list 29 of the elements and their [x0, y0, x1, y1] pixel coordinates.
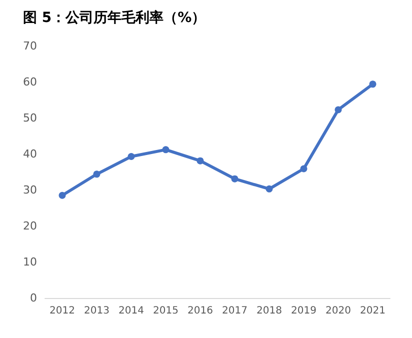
x-tick-label: 2017 — [222, 306, 248, 316]
x-tick-label: 2015 — [153, 306, 178, 316]
y-tick-label: 20 — [23, 220, 37, 232]
x-tick-label: 2014 — [118, 306, 144, 316]
y-tick-label: 10 — [23, 256, 37, 268]
y-tick-label: 40 — [23, 148, 37, 160]
x-tick-label: 2018 — [256, 306, 282, 316]
point — [369, 80, 376, 88]
y-tick-label: 30 — [23, 184, 37, 196]
x-tick-label: 2019 — [291, 306, 316, 316]
point — [93, 170, 100, 178]
point — [58, 192, 66, 199]
point — [300, 165, 308, 172]
x-tick-label: 2013 — [84, 306, 110, 316]
y-tick-label: 60 — [23, 76, 37, 88]
chart-title: 图 5：公司历年毛利率（%） — [23, 9, 206, 26]
point — [334, 106, 342, 114]
y-tick-label: 50 — [23, 112, 37, 124]
point — [128, 153, 135, 160]
y-tick-label: 0 — [30, 292, 37, 304]
x-tick-label: 2020 — [326, 306, 351, 316]
y-tick-label: 70 — [23, 40, 37, 52]
point — [231, 175, 238, 182]
point — [162, 146, 170, 154]
x-tick-label: 2012 — [50, 306, 75, 316]
x-tick-label: 2016 — [188, 306, 213, 316]
point — [266, 185, 273, 192]
point — [196, 157, 204, 164]
x-tick-label: 2021 — [360, 306, 386, 316]
